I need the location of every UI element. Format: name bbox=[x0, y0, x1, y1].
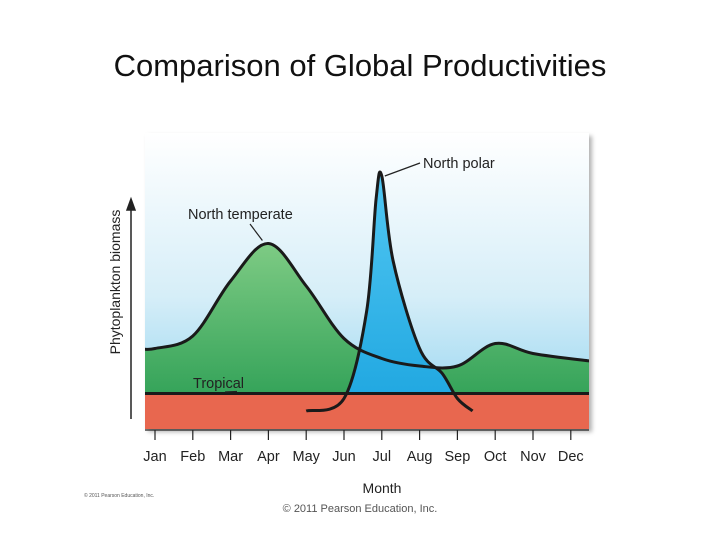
x-tick-label: Jan bbox=[143, 449, 166, 465]
tropical-leader bbox=[224, 390, 238, 393]
x-tick-label: Oct bbox=[484, 449, 507, 465]
x-tick-label: Jun bbox=[332, 449, 355, 465]
y-axis-label: Phytoplankton biomass bbox=[107, 210, 123, 355]
tropical-label: Tropical bbox=[193, 376, 244, 392]
north-polar-leader bbox=[384, 162, 421, 177]
x-tick-label: Jul bbox=[373, 449, 392, 465]
y-axis bbox=[125, 196, 137, 419]
north-temperate-label: North temperate bbox=[188, 207, 293, 223]
tropical-area bbox=[145, 393, 589, 429]
x-tick-label: Aug bbox=[407, 449, 433, 465]
north-temperate-line bbox=[145, 242, 589, 370]
north-polar-line bbox=[305, 170, 474, 413]
x-tick-label: Mar bbox=[218, 449, 243, 465]
x-tick-label: Apr bbox=[257, 449, 280, 465]
x-tick-label: May bbox=[292, 449, 320, 465]
north-temperate-leader bbox=[249, 223, 263, 241]
y-axis-arrow bbox=[125, 196, 137, 211]
slide-title: Comparison of Global Productivities bbox=[113, 48, 607, 83]
x-axis: Jan Feb Mar Apr May Jun Jul Aug Sep Oct Nov Dec bbox=[143, 429, 589, 465]
x-tick-label: Sep bbox=[444, 449, 470, 465]
north-polar-area bbox=[306, 171, 473, 411]
north-temperate-area bbox=[145, 243, 589, 411]
small-copyright: © 2011 Pearson Education, Inc. bbox=[84, 493, 155, 499]
x-tick-label: Nov bbox=[520, 449, 547, 465]
x-axis-label: Month bbox=[363, 480, 402, 496]
x-tick-label: Feb bbox=[180, 449, 205, 465]
north-polar-label: North polar bbox=[423, 156, 495, 172]
x-tick-label: Dec bbox=[558, 449, 584, 465]
footer-copyright: © 2011 Pearson Education, Inc. bbox=[282, 503, 438, 515]
